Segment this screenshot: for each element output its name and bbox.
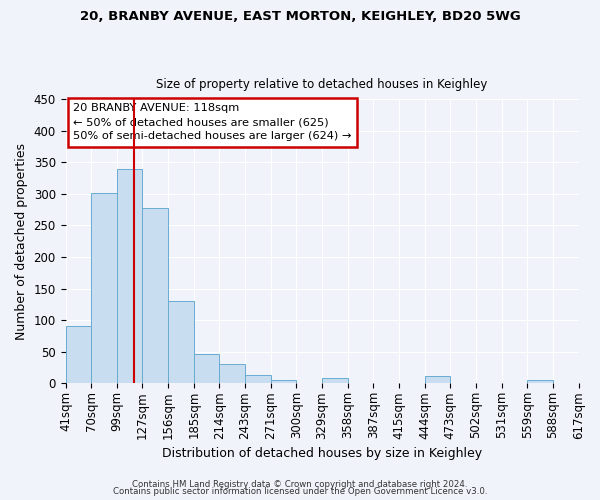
Bar bbox=[245, 375, 271, 384]
Bar bbox=[117, 168, 142, 384]
Title: Size of property relative to detached houses in Keighley: Size of property relative to detached ho… bbox=[157, 78, 488, 91]
Y-axis label: Number of detached properties: Number of detached properties bbox=[15, 143, 28, 340]
Bar bbox=[65, 326, 91, 384]
Text: Contains public sector information licensed under the Open Government Licence v3: Contains public sector information licen… bbox=[113, 488, 487, 496]
Bar bbox=[425, 376, 450, 384]
Bar bbox=[271, 380, 296, 384]
Text: 20, BRANBY AVENUE, EAST MORTON, KEIGHLEY, BD20 5WG: 20, BRANBY AVENUE, EAST MORTON, KEIGHLEY… bbox=[80, 10, 520, 23]
Bar bbox=[527, 380, 553, 384]
Text: 20 BRANBY AVENUE: 118sqm
← 50% of detached houses are smaller (625)
50% of semi-: 20 BRANBY AVENUE: 118sqm ← 50% of detach… bbox=[73, 104, 352, 142]
Bar bbox=[220, 364, 245, 384]
X-axis label: Distribution of detached houses by size in Keighley: Distribution of detached houses by size … bbox=[162, 447, 482, 460]
Bar bbox=[322, 378, 347, 384]
Bar bbox=[168, 300, 194, 384]
Bar bbox=[91, 192, 117, 384]
Bar bbox=[142, 208, 168, 384]
Text: Contains HM Land Registry data © Crown copyright and database right 2024.: Contains HM Land Registry data © Crown c… bbox=[132, 480, 468, 489]
Bar bbox=[194, 354, 220, 384]
